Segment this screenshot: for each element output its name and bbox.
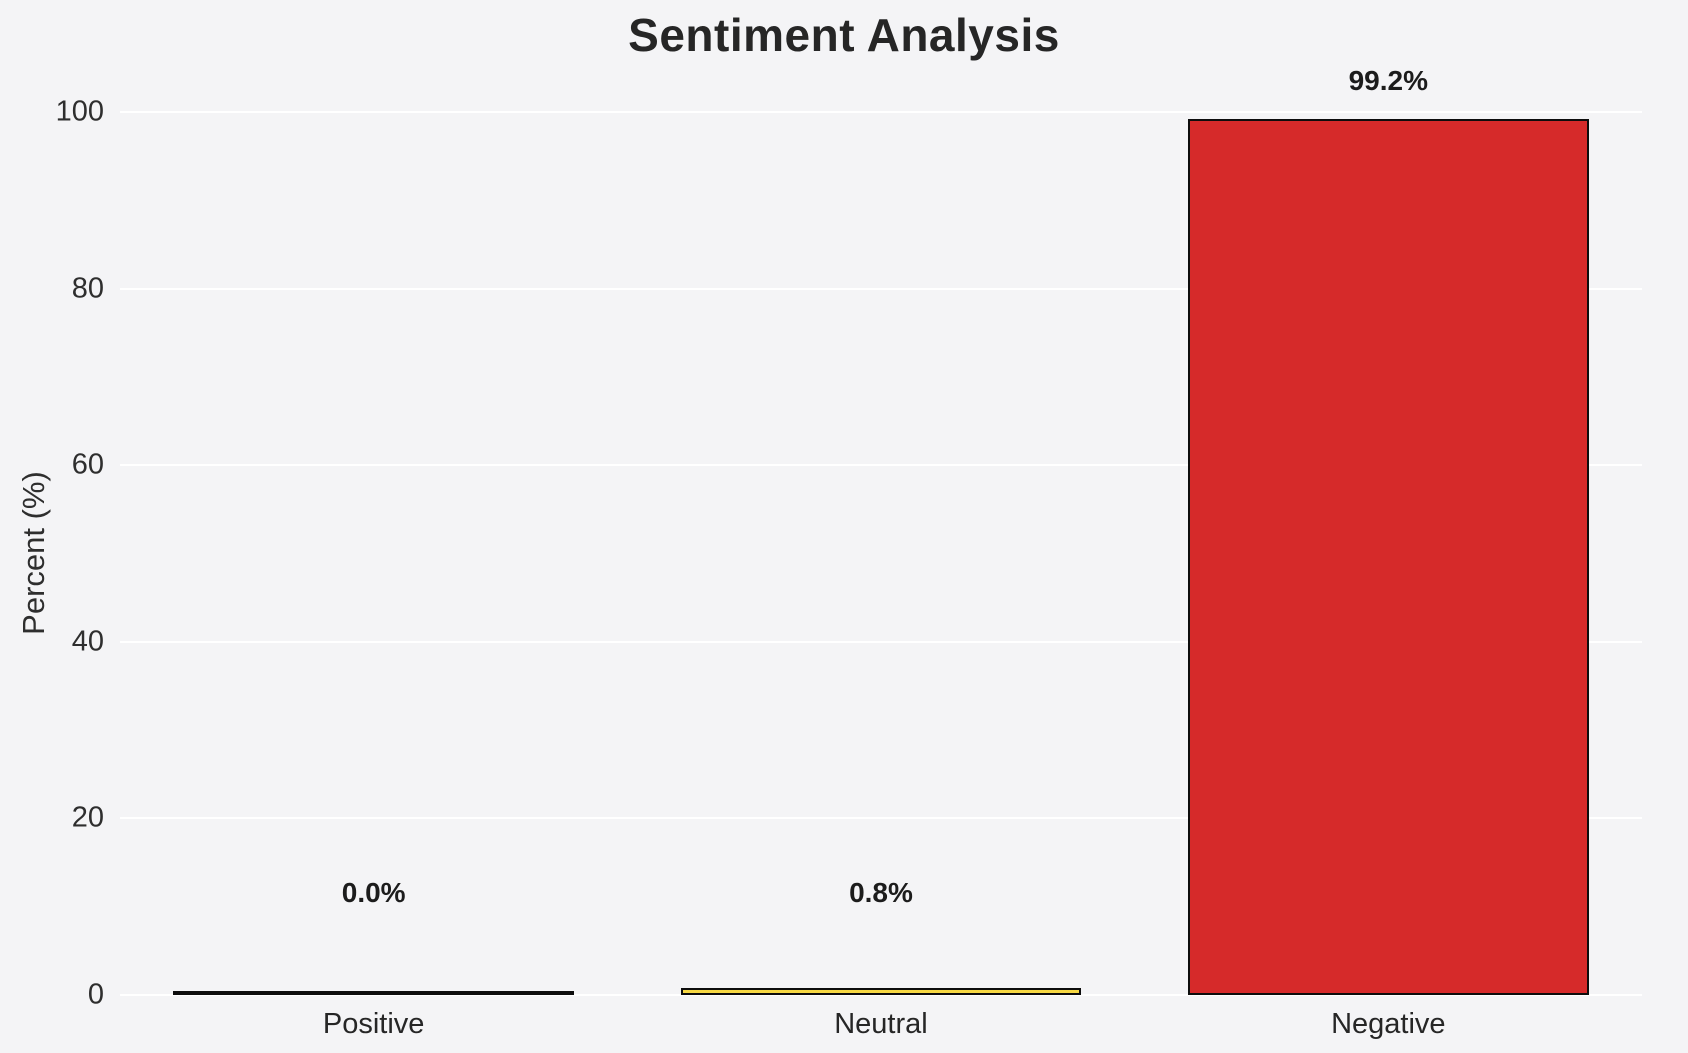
y-tick-label: 80: [71, 272, 104, 305]
y-axis-label: Percent (%): [16, 471, 51, 635]
gridline: [120, 994, 1642, 996]
bar-slot-neutral: 0.8% Neutral: [627, 112, 1134, 1040]
gridline: [120, 640, 1642, 643]
plot-area: 0 20 40 60 80 100 0.0% Positive 0.8% Neutral 99.2%…: [56, 65, 1642, 1040]
y-tick-label: 100: [55, 95, 104, 128]
bar-value-label: 0.8%: [849, 877, 913, 908]
x-tick-label: Neutral: [834, 1008, 928, 1040]
x-tick-label: Positive: [322, 1008, 425, 1040]
chart-title: Sentiment Analysis: [628, 9, 1060, 61]
gridline: [120, 817, 1642, 820]
y-tick-label: 60: [71, 448, 104, 481]
bar-slot-positive: 0.0% Positive: [120, 112, 627, 1040]
y-tick-label: 0: [87, 978, 104, 1011]
x-tick-label: Negative: [1331, 1008, 1446, 1040]
y-tick-label: 20: [71, 801, 104, 834]
bar-value-label: 99.2%: [1348, 65, 1429, 97]
bar-negative: [1187, 119, 1589, 995]
gridline: [120, 111, 1642, 113]
bar-neutral: [680, 987, 1082, 995]
bar-positive: [173, 991, 575, 995]
y-tick-label: 40: [71, 625, 104, 658]
gridline: [120, 287, 1642, 290]
bar-slot-negative: 99.2% Negative: [1135, 65, 1642, 1040]
gridline: [120, 464, 1642, 467]
bar-value-label: 0.0%: [341, 877, 406, 908]
